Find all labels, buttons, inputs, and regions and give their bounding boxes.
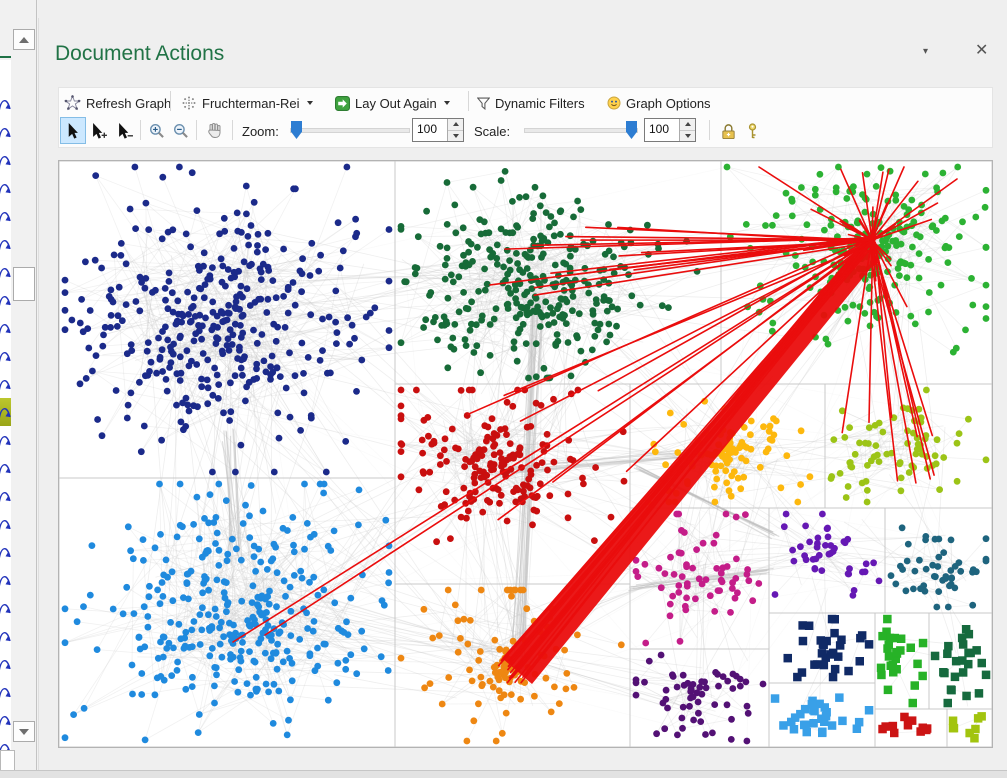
zoom-value[interactable]: 100 xyxy=(413,119,447,141)
lay-out-again-label: Lay Out Again xyxy=(355,96,437,111)
scale-spinner[interactable]: 100 xyxy=(644,118,696,142)
scale-spinner-arrows xyxy=(679,119,695,141)
key-icon xyxy=(746,123,759,140)
worksheet-edge-glyph[interactable] xyxy=(0,202,11,231)
zoom-spinner-arrows xyxy=(447,119,463,141)
zoom-in-icon xyxy=(149,123,165,139)
network-graph[interactable] xyxy=(59,161,992,747)
zoom-spinner[interactable]: 100 xyxy=(412,118,464,142)
toolbar-separator xyxy=(468,91,469,111)
scroll-up-icon xyxy=(19,37,29,43)
toolbar-separator xyxy=(140,120,141,140)
zoom-spin-up-button[interactable] xyxy=(448,119,463,131)
cursor-icon xyxy=(67,123,79,139)
lay-out-again-button[interactable]: Lay Out Again xyxy=(335,92,450,114)
pane-menu-button[interactable]: ▾ xyxy=(923,46,928,57)
scroll-down-button[interactable] xyxy=(13,721,35,742)
worksheet-edge-glyph[interactable] xyxy=(0,454,11,483)
cursor-plus-icon xyxy=(92,123,107,139)
graph-options-button[interactable]: Graph Options xyxy=(607,92,711,114)
toolbar-separator xyxy=(232,120,233,140)
add-to-selection-button[interactable] xyxy=(86,117,112,144)
zoom-out-button[interactable] xyxy=(168,117,194,144)
worksheet-edge-glyph[interactable] xyxy=(0,622,11,651)
scroll-down-icon xyxy=(19,729,29,735)
graph-options-label: Graph Options xyxy=(626,96,711,111)
zoom-out-icon xyxy=(173,123,189,139)
dynamic-filters-button[interactable]: Dynamic Filters xyxy=(477,92,585,114)
spin-up-icon xyxy=(685,122,691,126)
refresh-graph-icon xyxy=(64,95,81,111)
worksheet-edge-glyph[interactable] xyxy=(0,678,11,707)
spin-down-icon xyxy=(453,134,459,138)
worksheet-edge-glyph[interactable] xyxy=(0,174,11,203)
worksheet-edge-glyph[interactable] xyxy=(0,146,11,175)
worksheet-edge-glyph[interactable] xyxy=(0,706,11,735)
dynamic-filters-icon xyxy=(477,97,490,110)
scale-slider-label: Scale: xyxy=(474,120,510,142)
remove-from-selection-button[interactable] xyxy=(112,117,138,144)
zoom-slider-thumb[interactable] xyxy=(291,121,302,139)
scale-slider[interactable] xyxy=(524,128,638,133)
scale-value[interactable]: 100 xyxy=(645,119,679,141)
worksheet-edge-glyph[interactable] xyxy=(0,286,11,315)
worksheet-edge-glyph[interactable] xyxy=(0,650,11,679)
toolbar-separator xyxy=(170,91,171,111)
worksheet-scrollbar[interactable] xyxy=(11,0,37,777)
graph-options-icon xyxy=(607,96,621,110)
scale-spin-down-button[interactable] xyxy=(680,131,695,142)
worksheet-edge-glyph[interactable] xyxy=(0,566,11,595)
worksheet-edge-glyph[interactable] xyxy=(0,90,11,119)
refresh-graph-button[interactable]: Refresh Graph xyxy=(64,92,171,114)
pan-tool-button[interactable] xyxy=(201,117,227,144)
close-icon[interactable]: ✕ xyxy=(975,40,988,60)
worksheet-edge-glyph[interactable] xyxy=(0,594,11,623)
zoom-slider[interactable] xyxy=(290,128,410,133)
worksheet-edge-glyph[interactable] xyxy=(0,118,11,147)
select-tool-button[interactable] xyxy=(60,117,86,144)
lay-out-again-icon xyxy=(335,96,350,111)
spin-down-icon xyxy=(685,134,691,138)
worksheet-edge-glyph[interactable] xyxy=(0,314,11,343)
zoom-in-button[interactable] xyxy=(144,117,170,144)
cursor-minus-icon xyxy=(118,123,133,139)
zoom-slider-label: Zoom: xyxy=(242,120,279,142)
layout-algorithm-dropdown[interactable]: Fruchterman-Rei xyxy=(181,92,313,114)
worksheet-edge-glyph[interactable] xyxy=(0,538,11,567)
worksheet-edge-glyph[interactable] xyxy=(0,230,11,259)
refresh-graph-label: Refresh Graph xyxy=(86,96,171,111)
graph-toolbar: Refresh Graph Fruchterman-Rei Lay Out Ag… xyxy=(58,87,993,148)
pane-title: Document Actions xyxy=(55,42,224,66)
scale-slider-thumb[interactable] xyxy=(626,121,637,139)
scroll-up-button[interactable] xyxy=(13,29,35,50)
toolbar-separator xyxy=(709,120,710,140)
dynamic-filters-label: Dynamic Filters xyxy=(495,96,585,111)
lock-button[interactable] xyxy=(715,118,741,145)
hand-icon xyxy=(206,122,223,139)
spin-up-icon xyxy=(453,122,459,126)
worksheet-edge-glyph[interactable] xyxy=(0,482,11,511)
document-actions-pane: Document Actions ▾ ✕ Refresh Graph Fruch xyxy=(38,18,1007,770)
worksheet-edge-glyph[interactable] xyxy=(0,342,11,371)
zoom-spin-down-button[interactable] xyxy=(448,131,463,142)
scrollbar-thumb[interactable] xyxy=(13,267,35,301)
chevron-down-icon xyxy=(444,101,450,105)
scale-spin-up-button[interactable] xyxy=(680,119,695,131)
worksheet-edge-glyph[interactable] xyxy=(0,510,11,539)
lock-icon xyxy=(720,123,737,140)
graph-canvas[interactable] xyxy=(58,160,993,748)
worksheet-edge-glyph[interactable] xyxy=(0,398,11,427)
chevron-down-icon xyxy=(307,101,313,105)
worksheet-edge-glyph[interactable] xyxy=(0,426,11,455)
worksheet-edge-glyph[interactable] xyxy=(0,370,11,399)
layout-algorithm-icon xyxy=(181,95,197,111)
toolbar-separator xyxy=(196,120,197,140)
worksheet-edge-glyph[interactable] xyxy=(0,258,11,287)
worksheet-strip xyxy=(0,0,38,777)
layout-algorithm-label: Fruchterman-Rei xyxy=(202,96,300,111)
unlock-key-button[interactable] xyxy=(739,118,765,145)
